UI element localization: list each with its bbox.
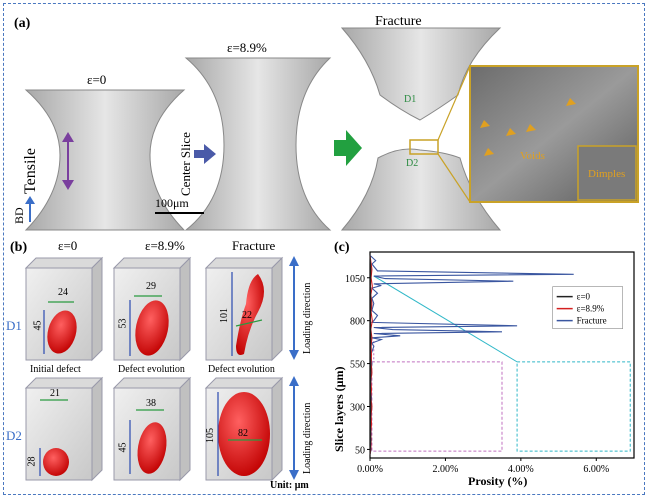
specimen-eps0 [24,89,186,231]
box-d2-eps89 [112,376,192,482]
box-d1-eps89 [112,256,192,362]
row-d1: D1 [6,318,22,333]
zoom-line-1 [373,275,518,363]
fracture-label: Fracture [375,14,422,29]
voids-label: Voids [520,150,545,162]
d1-eps89-width: 29 [146,281,156,292]
porosity-chart: 50 300 550 800 1050 0.00% 2.00% 4.00% 6.00% ε=0 ε=… [345,251,635,475]
chart-ylabel: Slice layers (μm) [332,366,346,452]
d2-fracture-width: 82 [238,428,248,439]
panel-b-label: (b) [10,240,28,255]
legend-label: ε=0 [577,292,591,302]
scale-bar-label: 100μm [155,196,189,210]
legend-box [552,286,623,329]
b-col-eps0: ε=0 [58,238,78,253]
legend-label: ε=8.9% [577,304,605,314]
y-tick-label: 1050 [345,274,365,285]
d1-marker: D1 [404,94,417,105]
inset-left [371,361,503,452]
specimen-eps89 [184,57,332,231]
figure-frame [3,3,645,495]
d2-eps89-height: 45 [117,442,129,453]
x-tick-label: 6.00% [583,464,609,475]
panel-a-graphic [24,27,639,231]
d2-eps89-width: 38 [146,398,156,409]
zoom-box [409,139,439,155]
loading-direction-2: Loading direction [302,402,313,474]
chart-xlabel: Prosity (%) [468,474,528,488]
row-d2: D2 [6,428,22,443]
unit-label: Unit: μm [270,480,309,491]
panel-a-label: (a) [14,16,31,31]
caption-defect-evolution-2: Defect evolution [208,364,275,375]
d1-eps89-height: 53 [117,318,129,329]
inset-right [516,361,631,452]
x-tick-label: 0.00% [357,464,383,475]
tensile-label: Tensile [22,148,39,194]
d2-fracture-height: 105 [205,428,216,443]
panel-c-label: (c) [334,240,350,255]
y-tick-label: 800 [350,317,365,328]
loading-direction-1: Loading direction [302,282,313,354]
dimples-inset [577,145,637,201]
eps89-label: ε=8.9% [227,40,267,55]
fracture-top [340,27,502,121]
d1-eps0-height: 45 [32,320,44,331]
b-col-fracture: Fracture [232,238,276,253]
center-slice-label: Center Slice [178,132,193,196]
d1-fracture-width: 22 [242,310,252,321]
d2-marker: D2 [406,158,419,169]
box-d1-eps0 [24,256,104,362]
box-d2-fracture [204,376,284,482]
box-d1-fracture [204,256,284,362]
series-line [369,255,372,455]
eps0-label: ε=0 [87,72,107,87]
y-tick-label: 300 [350,403,365,414]
y-tick-label: 50 [355,445,365,456]
panel-b-graphic [24,256,299,482]
d1-fracture-height: 101 [219,308,230,323]
d2-eps0-height: 28 [26,456,38,467]
x-tick-label: 4.00% [508,464,534,475]
arrow-right-1 [194,144,216,164]
dimples-label: Dimples [588,168,626,180]
fracture-bottom [340,148,502,231]
b-col-eps89: ε=8.9% [145,238,185,253]
arrow-right-green [334,130,362,166]
d2-eps0-width: 21 [50,388,60,399]
caption-initial-defect: Initial defect [30,364,81,375]
legend-label: Fracture [577,316,607,326]
caption-defect-evolution-1: Defect evolution [118,364,185,375]
d1-eps0-width: 24 [58,287,68,298]
x-tick-label: 2.00% [433,464,459,475]
y-tick-label: 550 [350,360,365,371]
bd-label: BD [12,207,26,224]
box-d2-eps0 [24,376,104,482]
